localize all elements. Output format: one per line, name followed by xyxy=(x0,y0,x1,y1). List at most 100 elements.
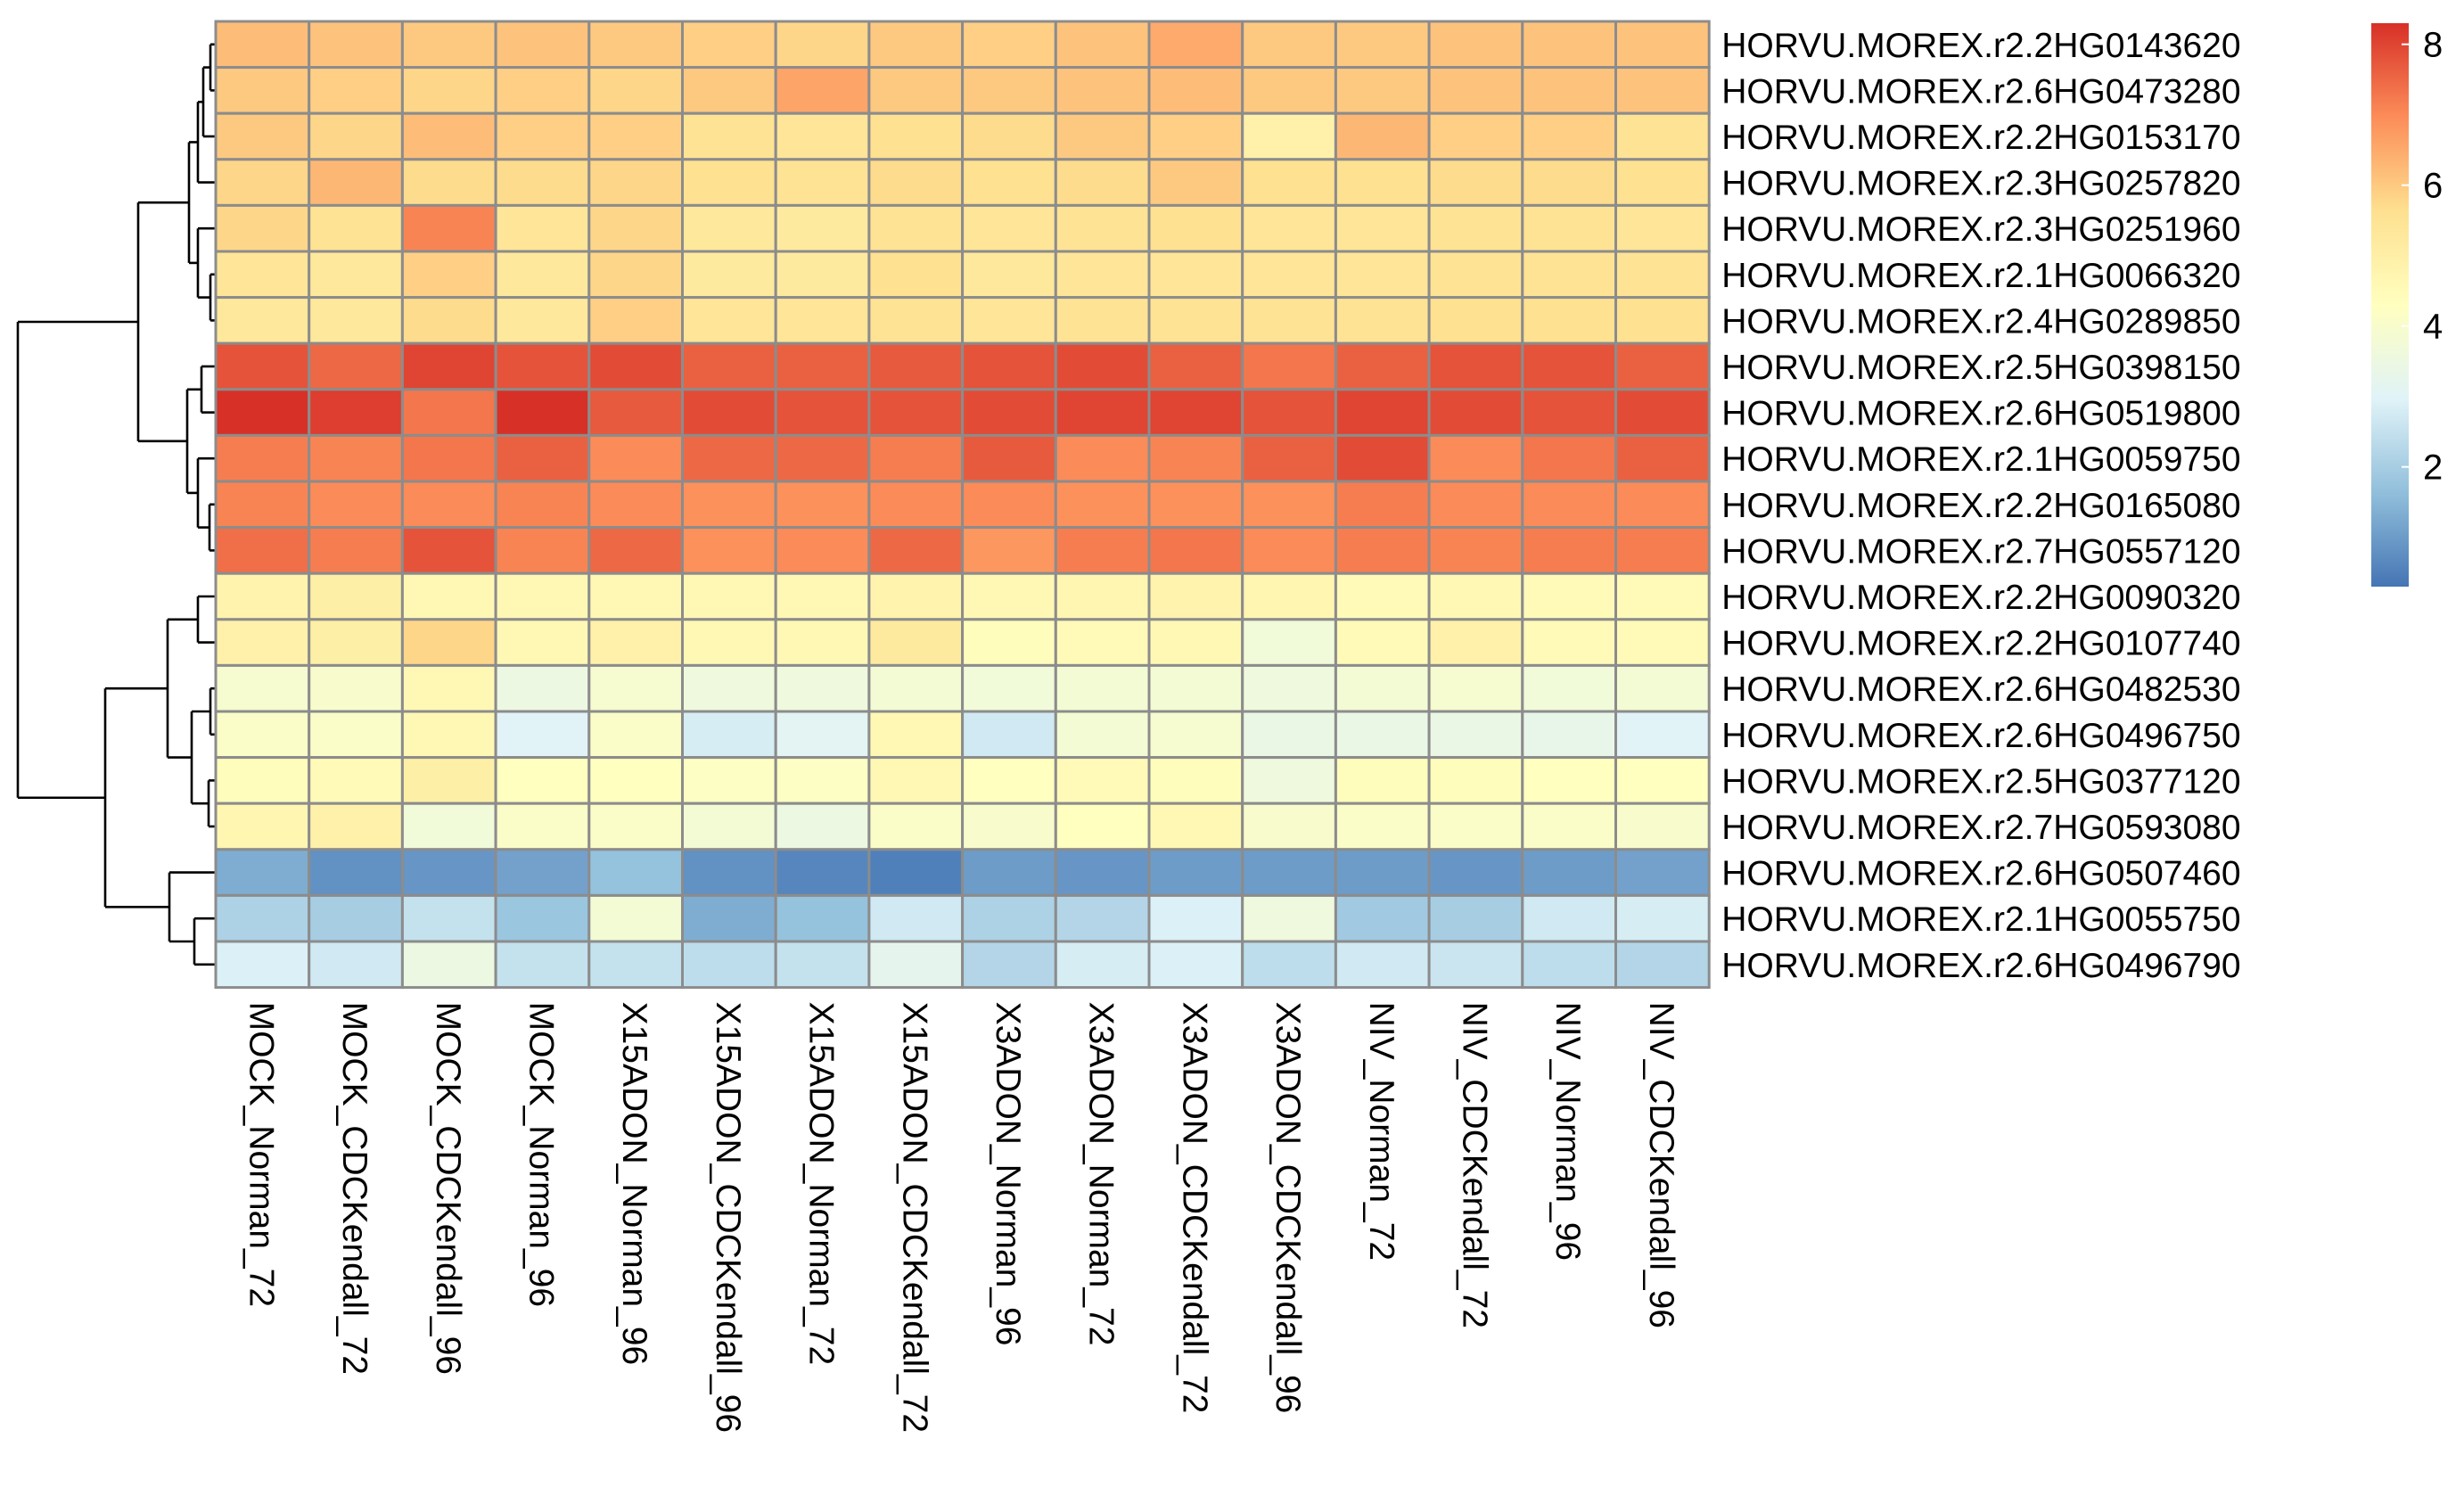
heatmap-cell xyxy=(1147,801,1244,851)
heatmap-cell xyxy=(961,158,1057,207)
heatmap-cell xyxy=(1334,756,1431,805)
heatmap-cell xyxy=(494,893,591,943)
heatmap-cell xyxy=(494,341,591,391)
heatmap-cell xyxy=(587,801,684,851)
heatmap-cell xyxy=(774,111,871,161)
heatmap-cell xyxy=(774,801,871,851)
row-label: HORVU.MOREX.r2.6HG0519800 xyxy=(1721,395,2240,433)
heatmap-cell xyxy=(681,848,777,897)
row-label: HORVU.MOREX.r2.1HG0059750 xyxy=(1721,440,2240,479)
heatmap-cell xyxy=(587,756,684,805)
heatmap-cell xyxy=(587,250,684,300)
heatmap-cell xyxy=(867,433,965,483)
heatmap-cell xyxy=(1427,848,1524,897)
column-label: MOCK_Norman_96 xyxy=(522,1002,560,1307)
heatmap-cell xyxy=(214,250,311,300)
heatmap-cell xyxy=(1521,801,1618,851)
heatmap-cell xyxy=(400,388,497,437)
heatmap-cell xyxy=(681,203,777,253)
legend-tick-label: 4 xyxy=(2423,308,2443,347)
heatmap-cell xyxy=(1241,203,1337,253)
heatmap-cell xyxy=(214,111,311,161)
row-label: HORVU.MOREX.r2.5HG0377120 xyxy=(1721,762,2240,801)
heatmap-cell xyxy=(681,250,777,300)
heatmap-cell xyxy=(400,341,497,391)
heatmap-cell xyxy=(774,663,871,713)
row-label: HORVU.MOREX.r2.6HG0473280 xyxy=(1721,72,2240,111)
heatmap-cell xyxy=(961,20,1057,70)
heatmap-cell xyxy=(587,526,684,575)
heatmap-cell xyxy=(494,940,591,990)
heatmap-cell xyxy=(308,571,404,621)
heatmap-cell xyxy=(774,848,871,897)
heatmap-cell xyxy=(494,388,591,437)
row-label: HORVU.MOREX.r2.1HG0066320 xyxy=(1721,257,2240,295)
heatmap-cell xyxy=(1521,66,1618,115)
heatmap-cell xyxy=(308,296,404,345)
heatmap-cell xyxy=(1334,801,1431,851)
heatmap-cell xyxy=(494,20,591,70)
heatmap-cell xyxy=(494,663,591,713)
heatmap-cell xyxy=(1241,801,1337,851)
heatmap-cell xyxy=(681,893,777,943)
heatmap-cell xyxy=(1614,388,1711,437)
heatmap-cell xyxy=(1241,848,1337,897)
heatmap-cell xyxy=(308,526,404,575)
heatmap-cell xyxy=(1054,940,1151,990)
heatmap-cell xyxy=(494,111,591,161)
heatmap-cell xyxy=(1054,158,1151,207)
heatmap-cell xyxy=(774,940,871,990)
heatmap-cell xyxy=(1147,848,1244,897)
heatmap-cell xyxy=(774,296,871,345)
heatmap-cell xyxy=(214,801,311,851)
heatmap-cell xyxy=(1147,433,1244,483)
heatmap-cell xyxy=(1334,158,1431,207)
heatmap-cell xyxy=(867,571,965,621)
column-label: X3ADON_Norman_72 xyxy=(1082,1002,1121,1346)
heatmap-cell xyxy=(1147,341,1244,391)
heatmap-cell xyxy=(214,940,311,990)
heatmap-cell xyxy=(1054,618,1151,667)
heatmap-cell xyxy=(961,940,1057,990)
heatmap-cell xyxy=(308,756,404,805)
row-label: HORVU.MOREX.r2.7HG0557120 xyxy=(1721,532,2240,571)
heatmap-cell xyxy=(1427,20,1524,70)
heatmap-cell xyxy=(494,848,591,897)
heatmap-cell xyxy=(1427,710,1524,760)
heatmap-cell xyxy=(308,893,404,943)
heatmap-cell xyxy=(308,250,404,300)
heatmap-cell xyxy=(214,480,311,530)
heatmap-cell xyxy=(494,433,591,483)
column-label: X15ADON_CDCKendall_72 xyxy=(895,1002,933,1433)
heatmap-cell xyxy=(1147,756,1244,805)
heatmap-cell xyxy=(681,940,777,990)
heatmap-cell xyxy=(1427,756,1524,805)
heatmap-cell xyxy=(681,20,777,70)
heatmap-cell xyxy=(774,158,871,207)
heatmap-cell xyxy=(961,296,1057,345)
column-label: X3ADON_CDCKendall_72 xyxy=(1175,1002,1213,1414)
heatmap-cell xyxy=(308,618,404,667)
heatmap-cell xyxy=(1427,618,1524,667)
heatmap-cell xyxy=(1147,111,1244,161)
heatmap-cell xyxy=(1054,296,1151,345)
row-label: HORVU.MOREX.r2.2HG0165080 xyxy=(1721,487,2240,525)
heatmap-cell xyxy=(1147,20,1244,70)
heatmap-cell xyxy=(681,571,777,621)
heatmap-cell xyxy=(1054,663,1151,713)
heatmap-cell xyxy=(1614,111,1711,161)
heatmap-cell xyxy=(681,618,777,667)
heatmap-cell xyxy=(681,388,777,437)
heatmap-cell xyxy=(214,848,311,897)
column-label: X3ADON_Norman_96 xyxy=(989,1002,1027,1346)
heatmap-cell xyxy=(867,296,965,345)
heatmap-cell xyxy=(494,756,591,805)
heatmap-cell xyxy=(1614,20,1711,70)
heatmap-cell xyxy=(214,618,311,667)
heatmap-cell xyxy=(681,710,777,760)
heatmap-cell xyxy=(1054,571,1151,621)
heatmap-cell xyxy=(587,203,684,253)
heatmap-cell xyxy=(1334,526,1431,575)
heatmap-cell xyxy=(1427,571,1524,621)
column-label: X15ADON_CDCKendall_96 xyxy=(709,1002,747,1433)
